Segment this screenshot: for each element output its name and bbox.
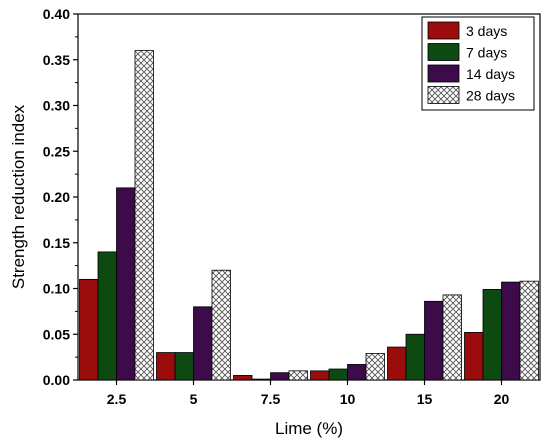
bar-28-days-7.5 [288, 370, 308, 381]
bar-7-days-10 [328, 368, 348, 381]
y-tick-label: 0.40 [43, 6, 70, 22]
axes-group: 0.00 0.05 0.10 0.15 0.20 0.25 0.30 0.35 0.40 2.5 5… [43, 6, 510, 407]
x-tick-label: 20 [494, 391, 510, 407]
bar-14-days-7.5 [270, 372, 290, 381]
legend-label: 3 days [466, 23, 507, 39]
bar-3-days-7.5 [233, 375, 253, 381]
bar-14-days-15 [424, 300, 444, 381]
bar-3-days-10 [310, 370, 330, 381]
x-tick-label: 15 [417, 391, 433, 407]
legend-swatch [427, 21, 460, 40]
x-axis-title: Lime (%) [275, 419, 343, 438]
legend: 3 days 7 days 14 days 28 days [421, 16, 535, 111]
x-tick-label: 7.5 [261, 391, 281, 407]
x-tick-label: 10 [340, 391, 356, 407]
y-axis-title: Strength reduction index [9, 104, 28, 289]
legend-label: 28 days [466, 88, 515, 104]
bars-group [79, 50, 539, 381]
y-tick-label: 0.15 [43, 235, 70, 251]
bar-28-days-5 [211, 269, 231, 381]
x-tick-label: 2.5 [107, 391, 127, 407]
bar-3-days-15 [387, 346, 407, 381]
bar-14-days-5 [193, 306, 213, 381]
y-tick-label: 0.00 [43, 372, 70, 388]
y-tick-label: 0.25 [43, 143, 70, 159]
y-tick-label: 0.10 [43, 281, 70, 297]
y-tick-label: 0.35 [43, 52, 70, 68]
x-tick-label: 5 [190, 391, 198, 407]
bar-3-days-5 [156, 352, 176, 381]
legend-swatch [427, 64, 460, 83]
bar-28-days-20 [519, 280, 539, 381]
legend-label: 7 days [466, 45, 507, 61]
bar-7-days-2.5 [97, 251, 117, 381]
y-tick-label: 0.05 [43, 326, 70, 342]
bar-28-days-15 [442, 294, 462, 381]
bar-7-days-5 [174, 352, 194, 381]
bar-7-days-20 [482, 289, 502, 381]
y-tick-label: 0.20 [43, 189, 70, 205]
bar-14-days-20 [501, 281, 521, 381]
bar-7-days-15 [405, 333, 425, 381]
bar-14-days-10 [347, 364, 367, 381]
bar-28-days-10 [365, 353, 385, 381]
y-tick-label: 0.30 [43, 98, 70, 114]
bar-28-days-2.5 [134, 50, 154, 381]
bar-7-days-7.5 [251, 378, 271, 381]
bar-3-days-20 [464, 332, 484, 381]
legend-label: 14 days [466, 66, 515, 82]
legend-swatch [427, 86, 460, 104]
bar-14-days-2.5 [116, 187, 136, 381]
bar-3-days-2.5 [79, 278, 99, 381]
legend-swatch [427, 43, 460, 61]
